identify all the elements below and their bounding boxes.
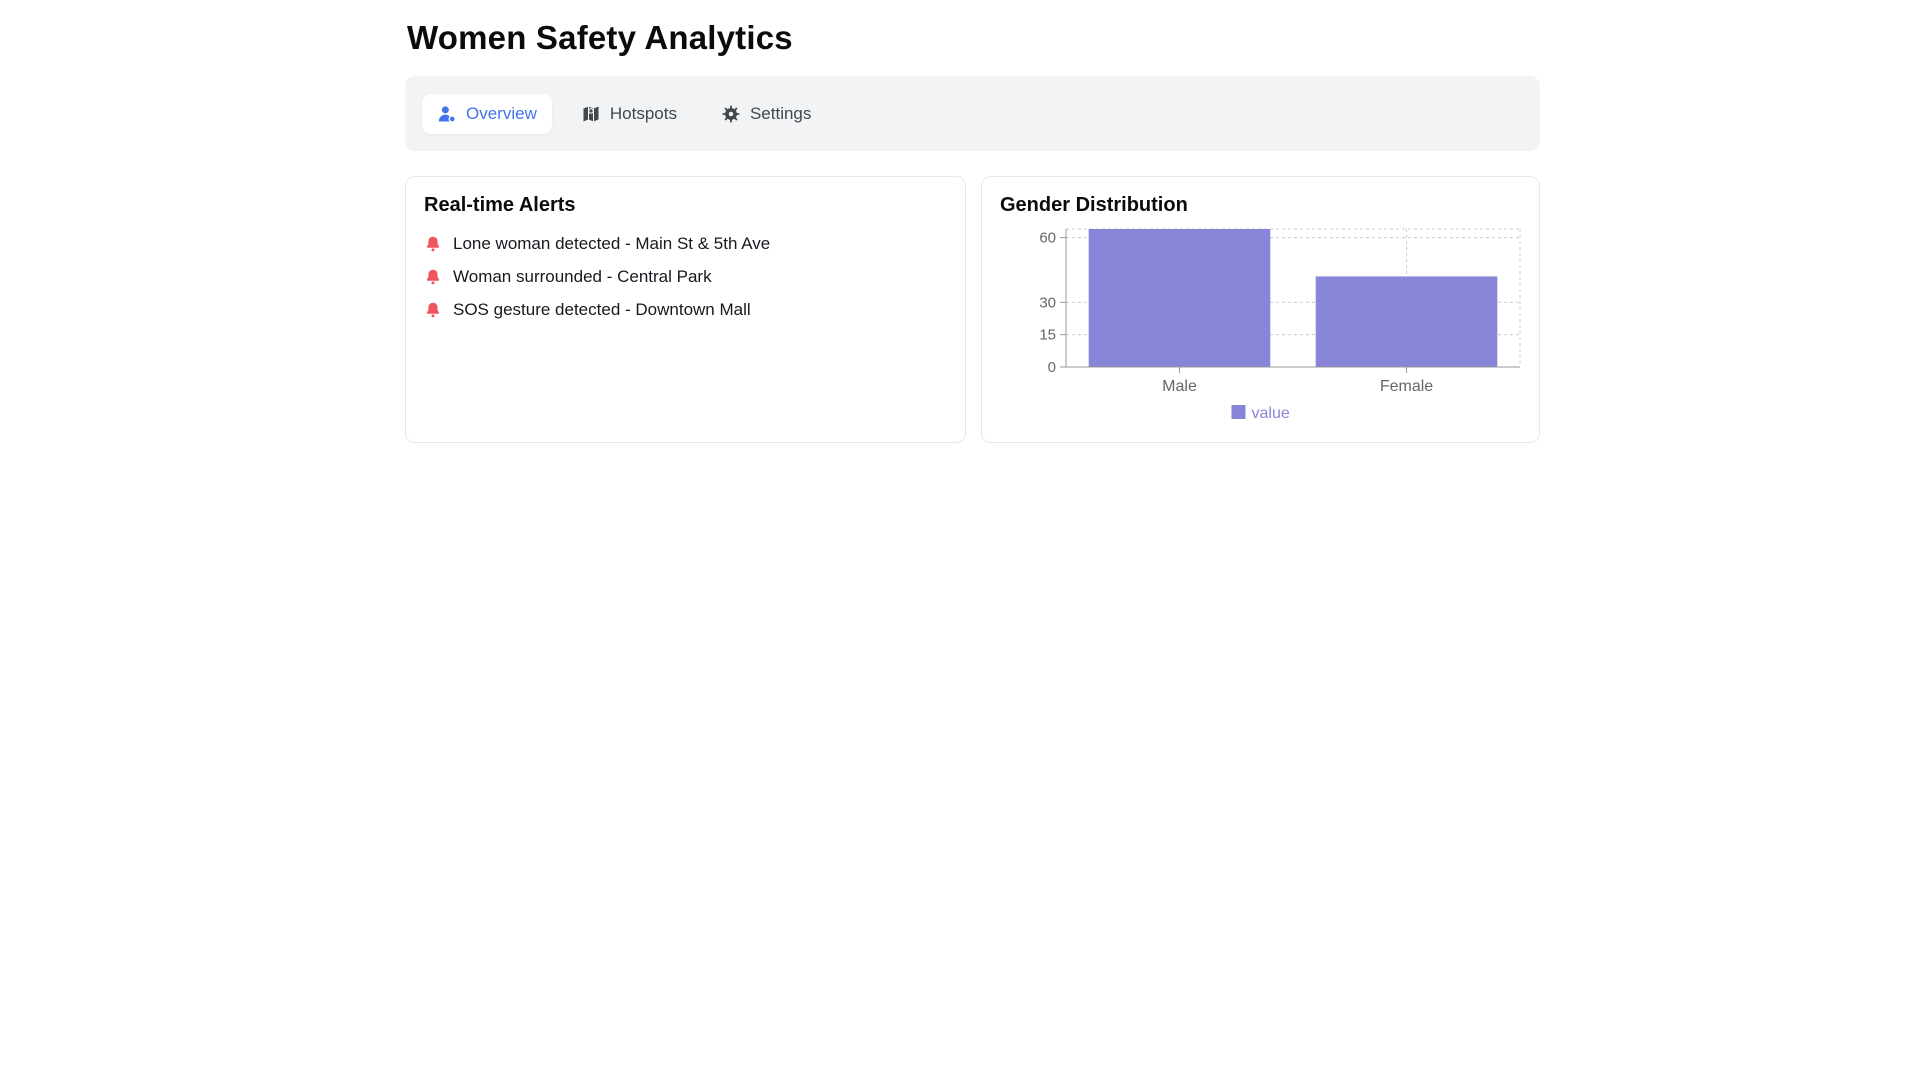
bar-male[interactable] [1088, 229, 1271, 367]
y-tick-label: 15 [1039, 327, 1056, 344]
tab-settings[interactable]: Settings [706, 94, 826, 134]
chart-card-title: Gender Distribution [1000, 194, 1188, 216]
alert-text: Woman surrounded - Central Park [453, 266, 712, 286]
tab-hotspots[interactable]: Hotspots [566, 94, 692, 134]
alert-item: Woman surrounded - Central Park [424, 260, 947, 293]
tab-settings-label: Settings [749, 103, 812, 123]
chart-card: Gender Distribution 0 15 30 60 Male Female val… [981, 176, 1540, 443]
gender-distribution-chart: 0 15 30 60 Male Female value [1039, 228, 1521, 422]
alert-item: Lone woman detected - Main St & 5th Ave [424, 227, 947, 260]
main-content: Women Safety Analytics Overview [405, 0, 1540, 443]
gear-icon [721, 104, 741, 124]
tab-bar: Overview Hotspots [405, 76, 1540, 151]
alerts-card-title: Real-time Alerts [424, 194, 576, 216]
tab-hotspots-label: Hotspots [609, 103, 677, 123]
y-tick-label: 0 [1048, 359, 1056, 376]
bell-icon [424, 268, 442, 286]
tab-overview-label: Overview [466, 103, 537, 123]
legend-swatch [1231, 405, 1246, 419]
map-icon [581, 104, 601, 124]
legend-label: value [1252, 405, 1290, 422]
y-tick-label: 30 [1039, 294, 1056, 311]
alert-list: Lone woman detected - Main St & 5th Ave … [424, 227, 947, 326]
bar-female[interactable] [1315, 276, 1498, 367]
cards-row: Real-time Alerts Lone woman detected - M… [405, 176, 1540, 443]
alert-item: SOS gesture detected - Downtown Mall [424, 293, 947, 326]
alert-text: SOS gesture detected - Downtown Mall [453, 299, 751, 319]
y-tick-label: 60 [1039, 230, 1056, 247]
bell-icon [424, 301, 442, 319]
x-tick-label: Female [1380, 378, 1433, 395]
bell-icon [424, 235, 442, 253]
tab-overview[interactable]: Overview [422, 93, 552, 134]
page-title: Women Safety Analytics [407, 19, 793, 56]
alert-text: Lone woman detected - Main St & 5th Ave [453, 233, 771, 253]
alerts-card: Real-time Alerts Lone woman detected - M… [405, 176, 966, 443]
x-tick-label: Male [1162, 378, 1197, 395]
chart-area: 0 15 30 60 Male Female value [1000, 223, 1521, 433]
user-icon [437, 104, 457, 124]
